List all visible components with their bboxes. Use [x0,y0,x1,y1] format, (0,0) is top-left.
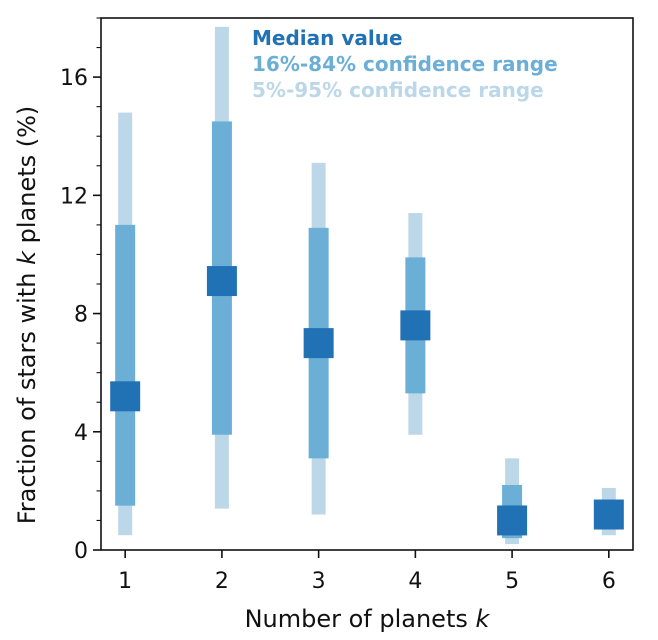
legend-entry: 16%-84% confidence range [252,52,558,76]
median-marker-3 [303,328,334,359]
y-tick-label: 0 [74,539,88,564]
ci68-bar-1 [115,224,136,506]
legend-entry: 5%-95% confidence range [252,78,544,102]
y-tick-label: 4 [74,421,88,446]
y-axis-label: Fraction of stars with k planets (%) [13,106,41,525]
y-tick-label: 12 [60,184,88,209]
x-tick-label: 4 [408,569,422,594]
median-marker-5 [497,505,528,536]
median-marker-4 [400,310,431,341]
y-tick-label: 8 [74,303,88,328]
x-tick-label: 3 [312,569,326,594]
x-axis-label: Number of planets k [245,605,491,633]
x-tick-label: 5 [505,569,519,594]
y-tick-label: 16 [60,66,88,91]
legend-entry: Median value [252,26,403,50]
interval-series [110,26,624,545]
median-marker-2 [206,266,237,297]
median-marker-6 [593,499,624,530]
x-tick-label: 6 [602,569,616,594]
x-tick-label: 1 [118,569,132,594]
x-tick-label: 2 [215,569,229,594]
median-marker-1 [110,381,141,412]
